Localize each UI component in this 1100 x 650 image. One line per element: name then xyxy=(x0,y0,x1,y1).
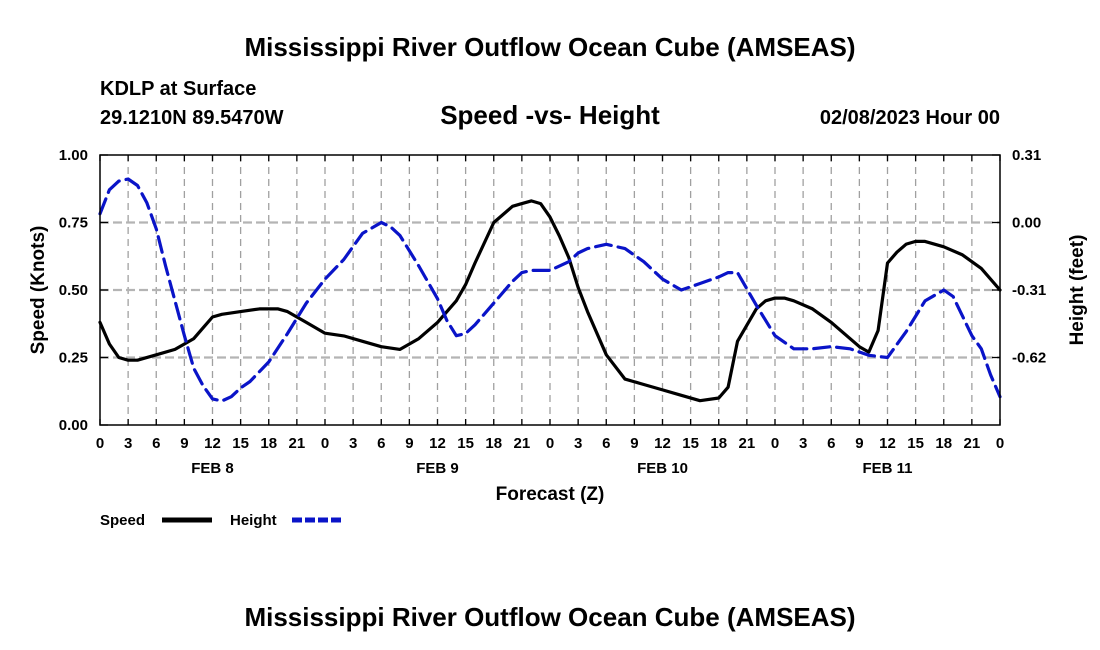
station-coords: 29.1210N 89.5470W xyxy=(100,107,284,129)
x-tick-label: 15 xyxy=(232,435,249,452)
x-tick-label: 18 xyxy=(935,435,952,452)
legend: Speed Height xyxy=(100,512,342,529)
x-tick-label: 12 xyxy=(879,435,896,452)
x-tick-label: 12 xyxy=(204,435,221,452)
day-label: FEB 10 xyxy=(637,460,688,477)
x-tick-label: 21 xyxy=(964,435,981,452)
y-tick-label: 1.00 xyxy=(59,147,88,164)
y-tick-label: 0.50 xyxy=(59,282,88,299)
x-tick-label: 3 xyxy=(349,435,357,452)
x-tick-label: 9 xyxy=(630,435,638,452)
series-line-height xyxy=(98,177,1002,403)
x-tick-label: 18 xyxy=(710,435,727,452)
x-tick-label: 15 xyxy=(682,435,699,452)
x-tick-label: 6 xyxy=(827,435,835,452)
y2-tick-label: 0.31 xyxy=(1012,147,1041,164)
x-tick-label: 18 xyxy=(485,435,502,452)
y-tick-label: 0.00 xyxy=(59,417,88,434)
x-tick-label: 0 xyxy=(546,435,554,452)
x-tick-label: 9 xyxy=(180,435,188,452)
x-tick-label: 3 xyxy=(124,435,132,452)
legend-label-height: Height xyxy=(230,512,277,529)
y-tick-label: 0.25 xyxy=(59,350,88,367)
day-label: FEB 9 xyxy=(416,460,459,477)
x-tick-label: 21 xyxy=(739,435,756,452)
x-tick-label: 0 xyxy=(996,435,1004,452)
day-label: FEB 11 xyxy=(862,460,912,477)
x-tick-label: 6 xyxy=(602,435,610,452)
legend-label-speed: Speed xyxy=(100,512,145,529)
grid-layer xyxy=(100,155,1000,425)
axis-layer: 0 3 6 9 12 15 18 21 0 3 6 9 12 15 18 21 0 3 6 9 12 15 18 21 0 3 6 9… xyxy=(59,147,1046,477)
page-title-repeat: Mississippi River Outflow Ocean Cube (AM… xyxy=(244,602,855,632)
day-label: FEB 8 xyxy=(191,460,234,477)
x-tick-label: 3 xyxy=(574,435,582,452)
series-line-speed xyxy=(98,199,1002,403)
x-tick-label: 12 xyxy=(429,435,446,452)
y2-tick-label: -0.62 xyxy=(1012,350,1046,367)
x-tick-label: 21 xyxy=(514,435,531,452)
x-tick-label: 18 xyxy=(260,435,277,452)
x-tick-label: 3 xyxy=(799,435,807,452)
y-tick-label: 0.75 xyxy=(59,215,88,232)
x-tick-label: 15 xyxy=(907,435,924,452)
y2-tick-label: 0.00 xyxy=(1012,215,1041,232)
series-layer xyxy=(98,177,1002,403)
forecast-datetime: 02/08/2023 Hour 00 xyxy=(820,107,1000,129)
y2-axis-label: Height (feet) xyxy=(1067,235,1088,346)
x-tick-label: 6 xyxy=(377,435,385,452)
x-tick-label: 0 xyxy=(771,435,779,452)
x-axis-label: Forecast (Z) xyxy=(496,484,605,505)
x-tick-label: 9 xyxy=(855,435,863,452)
page-title: Mississippi River Outflow Ocean Cube (AM… xyxy=(244,32,855,62)
x-tick-label: 6 xyxy=(152,435,160,452)
x-tick-label: 21 xyxy=(289,435,306,452)
x-tick-label: 9 xyxy=(405,435,413,452)
y2-tick-label: -0.31 xyxy=(1012,282,1046,299)
station-name: KDLP at Surface xyxy=(100,78,256,100)
x-tick-label: 0 xyxy=(96,435,104,452)
chart-title: Speed -vs- Height xyxy=(440,100,660,130)
x-tick-label: 0 xyxy=(321,435,329,452)
x-tick-label: 15 xyxy=(457,435,474,452)
x-tick-label: 12 xyxy=(654,435,671,452)
y-axis-label: Speed (Knots) xyxy=(28,226,49,355)
